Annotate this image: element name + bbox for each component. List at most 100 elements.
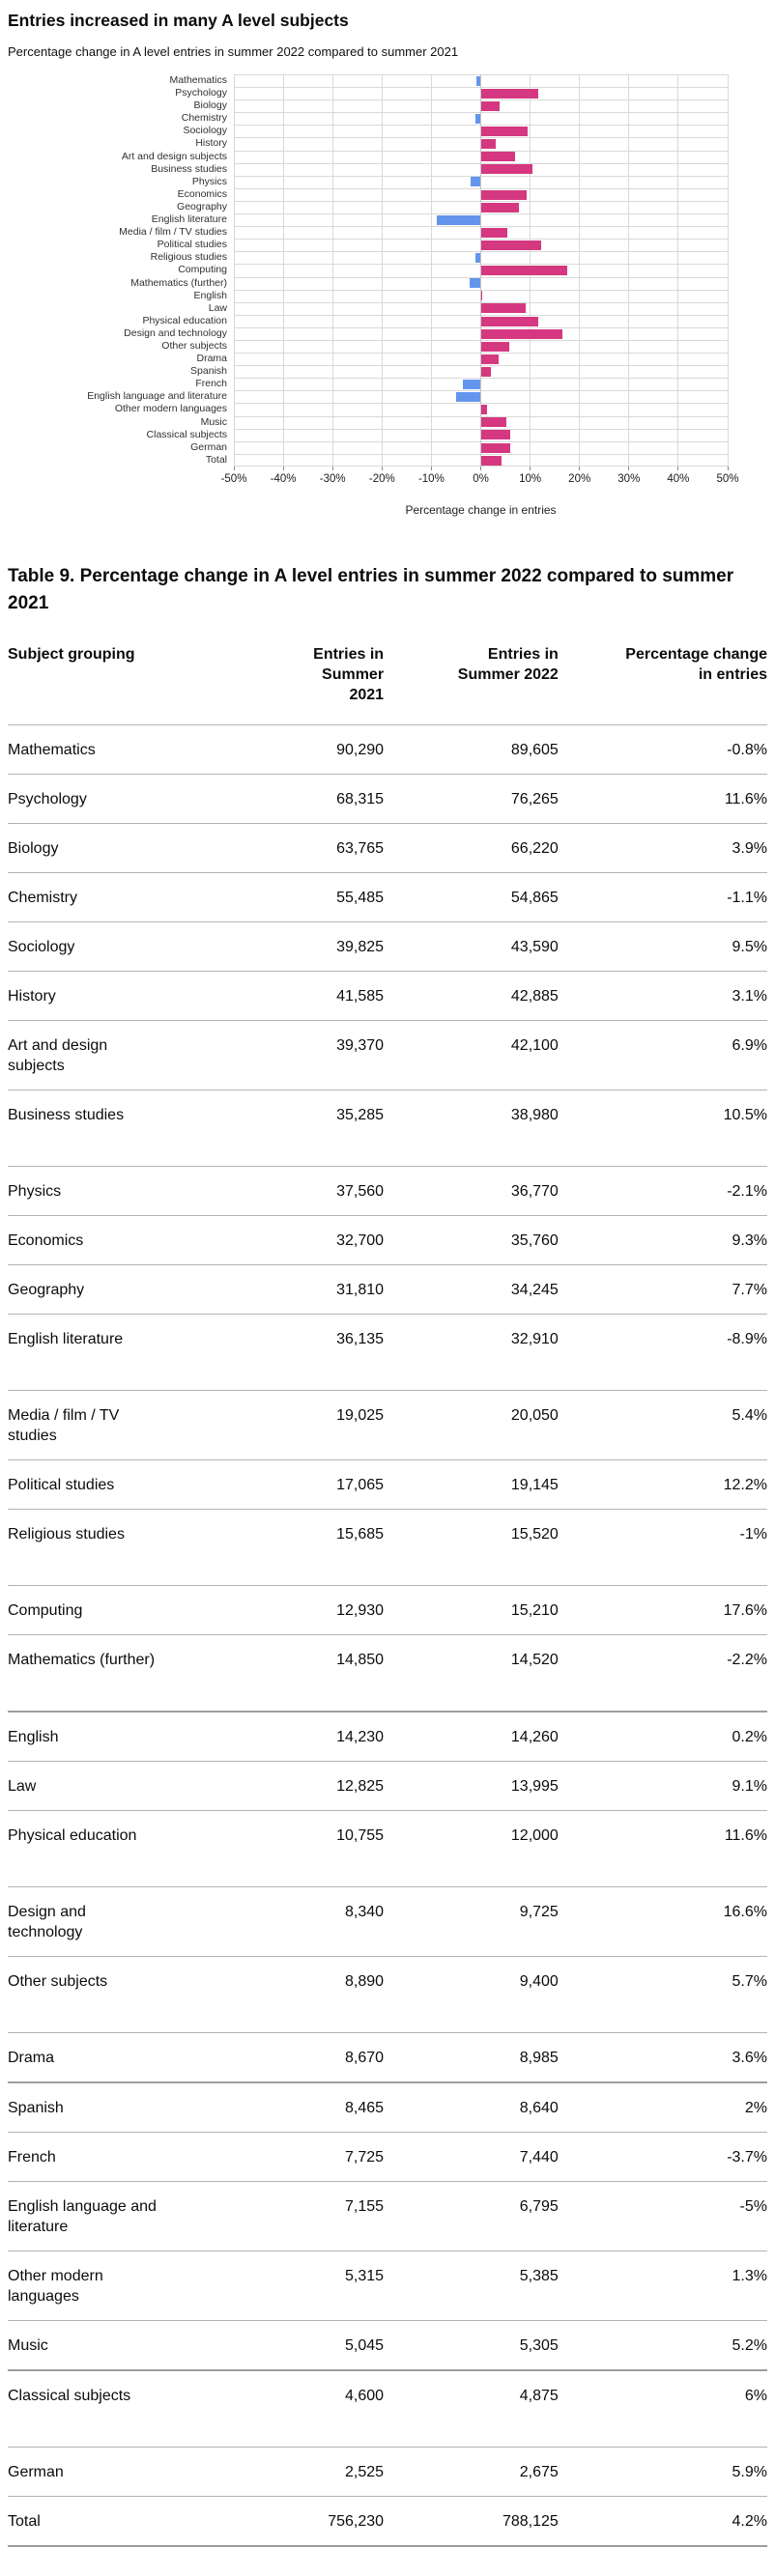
column-header-subject-grouping: Subject grouping (8, 646, 135, 664)
cell-subject: Computing (8, 1585, 297, 1635)
table-row: Other subjects 8,890 9,400 5.7% (8, 1956, 767, 2033)
cell-entries-2022: 19,145 (384, 1459, 559, 1510)
x-axis-tick-label: 50% (716, 473, 739, 486)
chart-row-label: Drama (196, 353, 227, 365)
table-row: Biology 63,765 66,220 3.9% (8, 823, 767, 873)
cell-subject: Art and design subjects (8, 1020, 297, 1090)
cell-subject: Music (8, 2320, 297, 2371)
cell-percentage-change: -1% (558, 1509, 767, 1586)
cell-percentage-change: 5.7% (558, 1956, 767, 2033)
chart-bar (480, 100, 501, 111)
x-axis-tick (677, 467, 679, 471)
cell-percentage-change: 3.6% (558, 2032, 767, 2083)
chart-row-label: Design and technology (124, 326, 227, 339)
cell-percentage-change: -5% (558, 2181, 767, 2251)
cell-entries-2022: 14,260 (384, 1711, 559, 1762)
x-axis-tick (480, 467, 481, 471)
chart-row-label: Economics (177, 187, 227, 200)
cell-subject: English language and literature (8, 2181, 297, 2251)
cell-subject: Geography (8, 1264, 297, 1315)
cell-entries-2022: 13,995 (384, 1761, 559, 1811)
cell-subject: Mathematics (8, 724, 297, 775)
cell-percentage-change: 10.5% (558, 1090, 767, 1167)
chart-row-label: Spanish (190, 365, 227, 378)
cell-percentage-change: 11.6% (558, 1810, 767, 1887)
table-row: Mathematics (further) 14,850 14,520 -2.2% (8, 1634, 767, 1713)
cell-subject: Economics (8, 1215, 297, 1265)
cell-entries-2021: 8,670 (296, 2032, 385, 2083)
table-title: Table 9. Percentage change in A level en… (8, 566, 734, 614)
chart-row-label: French (195, 378, 227, 390)
grid-line-vertical (430, 74, 432, 467)
cell-percentage-change: 6.9% (558, 1020, 767, 1090)
table-row: Total 756,230 788,125 4.2% (8, 2496, 767, 2547)
grid-line-vertical (282, 74, 284, 467)
chart-bar (480, 240, 541, 250)
x-axis-tick-label: -40% (270, 473, 297, 486)
cell-entries-2022: 2,675 (384, 2447, 559, 2497)
table-row: Religious studies 15,685 15,520 -1% (8, 1509, 767, 1586)
chart-row-label: English language and literature (87, 390, 227, 403)
cell-subject: Media / film / TV studies (8, 1390, 297, 1460)
table-section: Table 9. Percentage change in A level en… (8, 563, 767, 2548)
cell-entries-2022: 6,795 (384, 2181, 559, 2251)
cell-percentage-change: 0.2% (558, 1711, 767, 1762)
cell-entries-2021: 39,370 (296, 1020, 385, 1090)
cell-entries-2022: 34,245 (384, 1264, 559, 1315)
table-row: English 14,230 14,260 0.2% (8, 1711, 767, 1762)
chart-bar (437, 214, 481, 225)
cell-entries-2021: 5,045 (296, 2320, 385, 2371)
chart-bar (480, 164, 533, 175)
table-row: Classical subjects 4,600 4,875 6% (8, 2369, 767, 2448)
table-row: Design and technology 8,340 9,725 16.6% (8, 1886, 767, 1957)
cell-entries-2022: 9,400 (384, 1956, 559, 2033)
table-row: French 7,725 7,440 -3.7% (8, 2132, 767, 2182)
cell-entries-2021: 2,525 (296, 2447, 385, 2497)
cell-entries-2021: 12,825 (296, 1761, 385, 1811)
cell-subject: Other subjects (8, 1956, 297, 2033)
cell-subject: Classical subjects (8, 2369, 297, 2448)
chart-bar (455, 392, 481, 403)
cell-entries-2021: 10,755 (296, 1810, 385, 1887)
table-row: Physics 37,560 36,770 -2.1% (8, 1166, 767, 1216)
chart-x-axis-title: Percentage change in entries (405, 503, 557, 518)
cell-percentage-change: 5.2% (558, 2320, 767, 2371)
x-axis-tick-label: -20% (368, 473, 395, 486)
cell-percentage-change: 2% (558, 2081, 767, 2133)
cell-entries-2021: 17,065 (296, 1459, 385, 1510)
cell-subject: Sociology (8, 921, 297, 972)
chart-bar (480, 354, 499, 364)
chart-row-label: Total (205, 453, 227, 466)
table-row: Geography 31,810 34,245 7.7% (8, 1264, 767, 1315)
cell-entries-2022: 12,000 (384, 1810, 559, 1887)
cell-percentage-change: 12.2% (558, 1459, 767, 1510)
cell-subject: Physics (8, 1166, 297, 1216)
cell-percentage-change: 7.7% (558, 1264, 767, 1315)
cell-entries-2022: 76,265 (384, 774, 559, 824)
cell-subject: History (8, 971, 297, 1021)
cell-entries-2022: 788,125 (384, 2496, 559, 2547)
cell-entries-2022: 20,050 (384, 1390, 559, 1460)
column-header-percentage-change: Percentage change in entries (625, 646, 767, 684)
chart-row-label: English (193, 289, 227, 301)
column-header-entries-2022: Entries in Summer 2022 (457, 646, 559, 684)
cell-entries-2021: 7,725 (296, 2132, 385, 2182)
cell-entries-2021: 36,135 (296, 1314, 385, 1391)
table-row: Economics 32,700 35,760 9.3% (8, 1215, 767, 1265)
table-row: German 2,525 2,675 5.9% (8, 2447, 767, 2497)
table-row: Other modern languages 5,315 5,385 1.3% (8, 2250, 767, 2321)
cell-subject: Business studies (8, 1090, 297, 1167)
cell-percentage-change: 3.9% (558, 823, 767, 873)
chart-bar (480, 139, 497, 150)
x-axis-tick-label: 20% (568, 473, 591, 486)
cell-percentage-change: -1.1% (558, 872, 767, 922)
chart-plot-area: Mathematics Psychology Biology Chemistry Soc… (8, 74, 767, 467)
cell-entries-2021: 39,825 (296, 921, 385, 972)
chart-bar (480, 341, 509, 352)
cell-entries-2021: 32,700 (296, 1215, 385, 1265)
cell-entries-2022: 42,100 (384, 1020, 559, 1090)
table-row: Computing 12,930 15,210 17.6% (8, 1585, 767, 1635)
chart-row-label: Classical subjects (146, 428, 227, 440)
chart-bar (480, 430, 511, 440)
